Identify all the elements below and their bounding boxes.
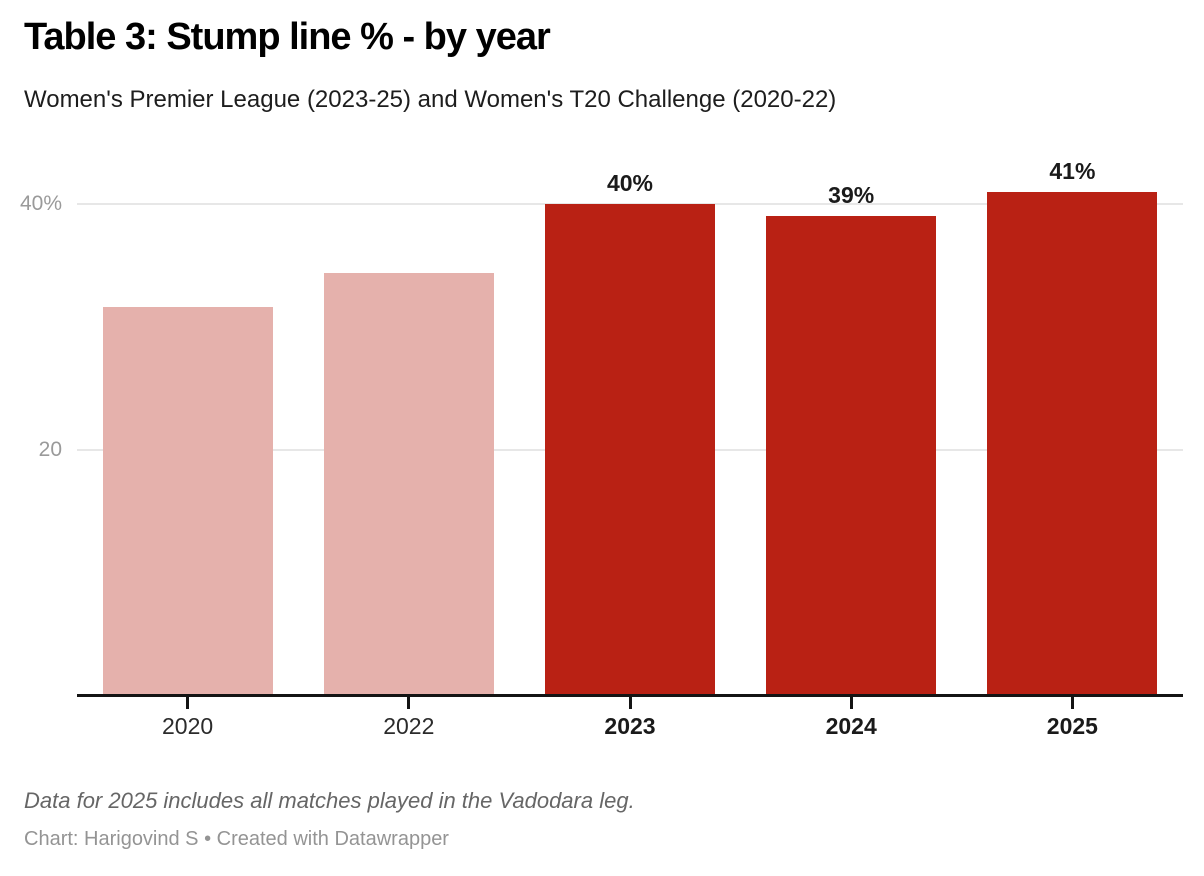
bar-2020[interactable]: [102, 307, 273, 696]
x-axis-tick-2024: [849, 697, 853, 709]
bar-2022[interactable]: [323, 272, 494, 696]
chart-subtitle: Women's Premier League (2023-25) and Wom…: [24, 86, 837, 113]
bar-2024[interactable]: [766, 216, 937, 696]
y-axis-label-20: 20: [38, 438, 62, 461]
x-axis-tick-2025: [1070, 697, 1074, 709]
chart-title: Table 3: Stump line % - by year: [24, 16, 551, 58]
x-axis-label-2025: 2025: [1046, 713, 1098, 739]
chart-footnote: Data for 2025 includes all matches playe…: [24, 788, 635, 813]
bar-value-label-2024: 39%: [828, 182, 875, 209]
x-axis-label-2023: 2023: [604, 713, 656, 739]
chart-credit: Chart: Harigovind S • Created with Dataw…: [24, 828, 449, 850]
bar-2025[interactable]: [987, 191, 1158, 696]
x-axis-tick-2022: [407, 697, 411, 709]
y-axis-label-40: 40%: [19, 192, 62, 215]
x-axis-label-2022: 2022: [383, 713, 435, 739]
bar-value-label-2023: 40%: [606, 170, 654, 196]
bar-value-label-2025: 41%: [1049, 157, 1096, 184]
bar-2023[interactable]: [545, 204, 715, 696]
x-axis-tick-2020: [186, 697, 190, 709]
x-axis-label-2020: 2020: [162, 713, 214, 739]
x-axis-tick-2023: [628, 697, 632, 709]
x-axis-label-2024: 2024: [825, 713, 877, 739]
x-axis-line: [77, 694, 1183, 697]
